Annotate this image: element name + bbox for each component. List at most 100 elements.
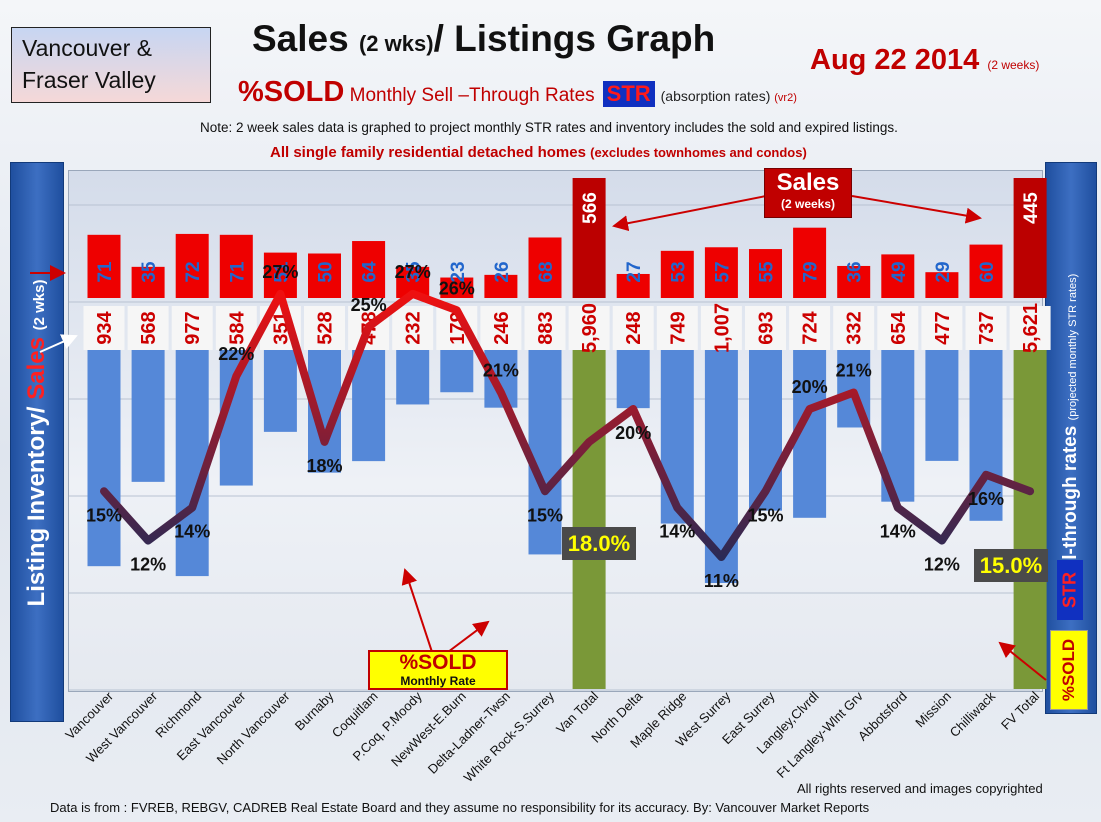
inventory-label-bg [524,306,566,350]
inventory-bar [925,350,959,461]
sales-callout-main: Sales [776,169,840,196]
inventory-label-bg [127,306,169,350]
inventory-label: 477 [932,311,954,344]
subtitle-str-badge: STR [602,81,655,107]
inventory-label-bg [1009,306,1051,350]
inventory-bar [263,350,297,432]
str-label: 27% [395,262,431,282]
inventory-label: 528 [315,311,337,344]
sales-bar [484,274,518,298]
inventory-label: 749 [667,311,689,344]
sales-bar [175,233,209,298]
sold-arrow-2 [447,620,490,653]
sales-label: 57 [712,261,733,282]
sold-tag-main: %SOLD [399,651,477,674]
left-axis-panel: Listing Inventory/ Sales (2 wks) [10,162,64,722]
sales-callout-sub: (2 weeks) [780,197,836,211]
sales-label: 50 [316,261,337,282]
title-rest: / Listings Graph [433,18,716,59]
sales-label: 49 [889,261,910,282]
inventory-label-bg [833,306,875,350]
sales-label: 29 [933,261,954,282]
sales-bar [749,249,782,298]
inventory-bar [131,350,165,482]
inventory-label: 248 [623,311,645,344]
inventory-label-bg [921,306,963,350]
inventory-label-bg [480,306,522,350]
date-small: (2 weeks) [987,58,1040,72]
report-date: Aug 22 2014 (2 weeks) [810,44,1039,77]
str-label: 12% [130,555,166,575]
inventory-bar [352,350,386,462]
category-label: Delta-Ladner-Twsn [425,689,513,777]
version-text: (vr2) [774,92,797,104]
inventory-label: 934 [94,310,116,344]
sold-arrow-right [998,641,1047,681]
str-label: 15% [527,505,563,525]
sales-label: 79 [801,261,822,282]
inventory-label-bg [568,306,610,350]
str-label: 22% [218,344,254,364]
note-text: Note: 2 week sales data is graphed to pr… [200,120,898,135]
inventory-label: 1,007 [711,303,733,353]
sales-label: 27 [624,261,645,282]
inventory-bar [440,350,474,393]
str-label: 15% [747,505,783,525]
category-label: Burnaby [292,688,337,733]
category-label: FV Total [998,688,1042,732]
sales-label: 51 [271,261,292,283]
sales-bar [528,237,562,298]
sales-bar [572,178,606,298]
inventory-label: 737 [976,311,998,344]
van-total-str-label: 18.0% [562,527,636,560]
str-label: 21% [483,361,519,381]
title-main: Sales [252,18,349,59]
inventory-label: 246 [491,311,513,344]
sales-bar [969,244,1003,298]
sales-label: 55 [757,261,778,283]
sales-label: 35 [404,261,425,283]
sales-bar [131,266,165,298]
inventory-label-bg [789,306,831,350]
note2-small: (excludes townhomes and condos) [590,145,807,160]
sales-label: 72 [183,261,204,282]
inventory-label-bg [877,306,919,350]
inventory-label: 232 [403,311,425,344]
inventory-label-bg [745,306,786,350]
sales-bar [704,247,738,298]
sold-arrow-1 [401,568,433,653]
sales-bar [793,227,827,298]
str-label: 21% [836,361,872,381]
inventory-bar [528,350,562,555]
str-label: 14% [880,522,916,542]
sales-bar [925,272,959,298]
sales-bar [837,265,871,298]
sales-bar [219,234,253,298]
note2: All single family residential detached h… [270,144,807,161]
str-line [100,289,1035,562]
str-label: 16% [968,489,1004,509]
sales-bar [1013,178,1047,298]
subtitle-sold: %SOLD [238,76,345,108]
inventory-label: 977 [182,311,204,344]
inventory-axis-arrow [39,334,78,353]
inventory-label: 332 [844,311,866,344]
str-label: 14% [174,522,210,542]
sales-label: 26 [492,261,513,282]
chart-title: Sales (2 wks)/ Listings Graph [252,18,715,60]
category-label: Ft Langley-Wlnt Grv [773,688,866,781]
sales-bar [881,254,915,298]
inventory-label-bg [656,306,698,350]
str-label: 20% [792,377,828,397]
subtitle-mid: Monthly Sell –Through Rates [344,85,595,106]
inventory-label-bg [700,306,742,350]
right-sold-badge: %SOLD [1050,630,1088,710]
inventory-label: 568 [138,311,160,344]
sales-label: 36 [845,261,866,282]
inventory-bar [87,350,121,567]
note2-main: All single family residential detached h… [270,144,586,161]
sales-bar [308,253,341,298]
str-label: 15% [86,505,122,525]
absorption-text: (absorption rates) [660,88,771,104]
